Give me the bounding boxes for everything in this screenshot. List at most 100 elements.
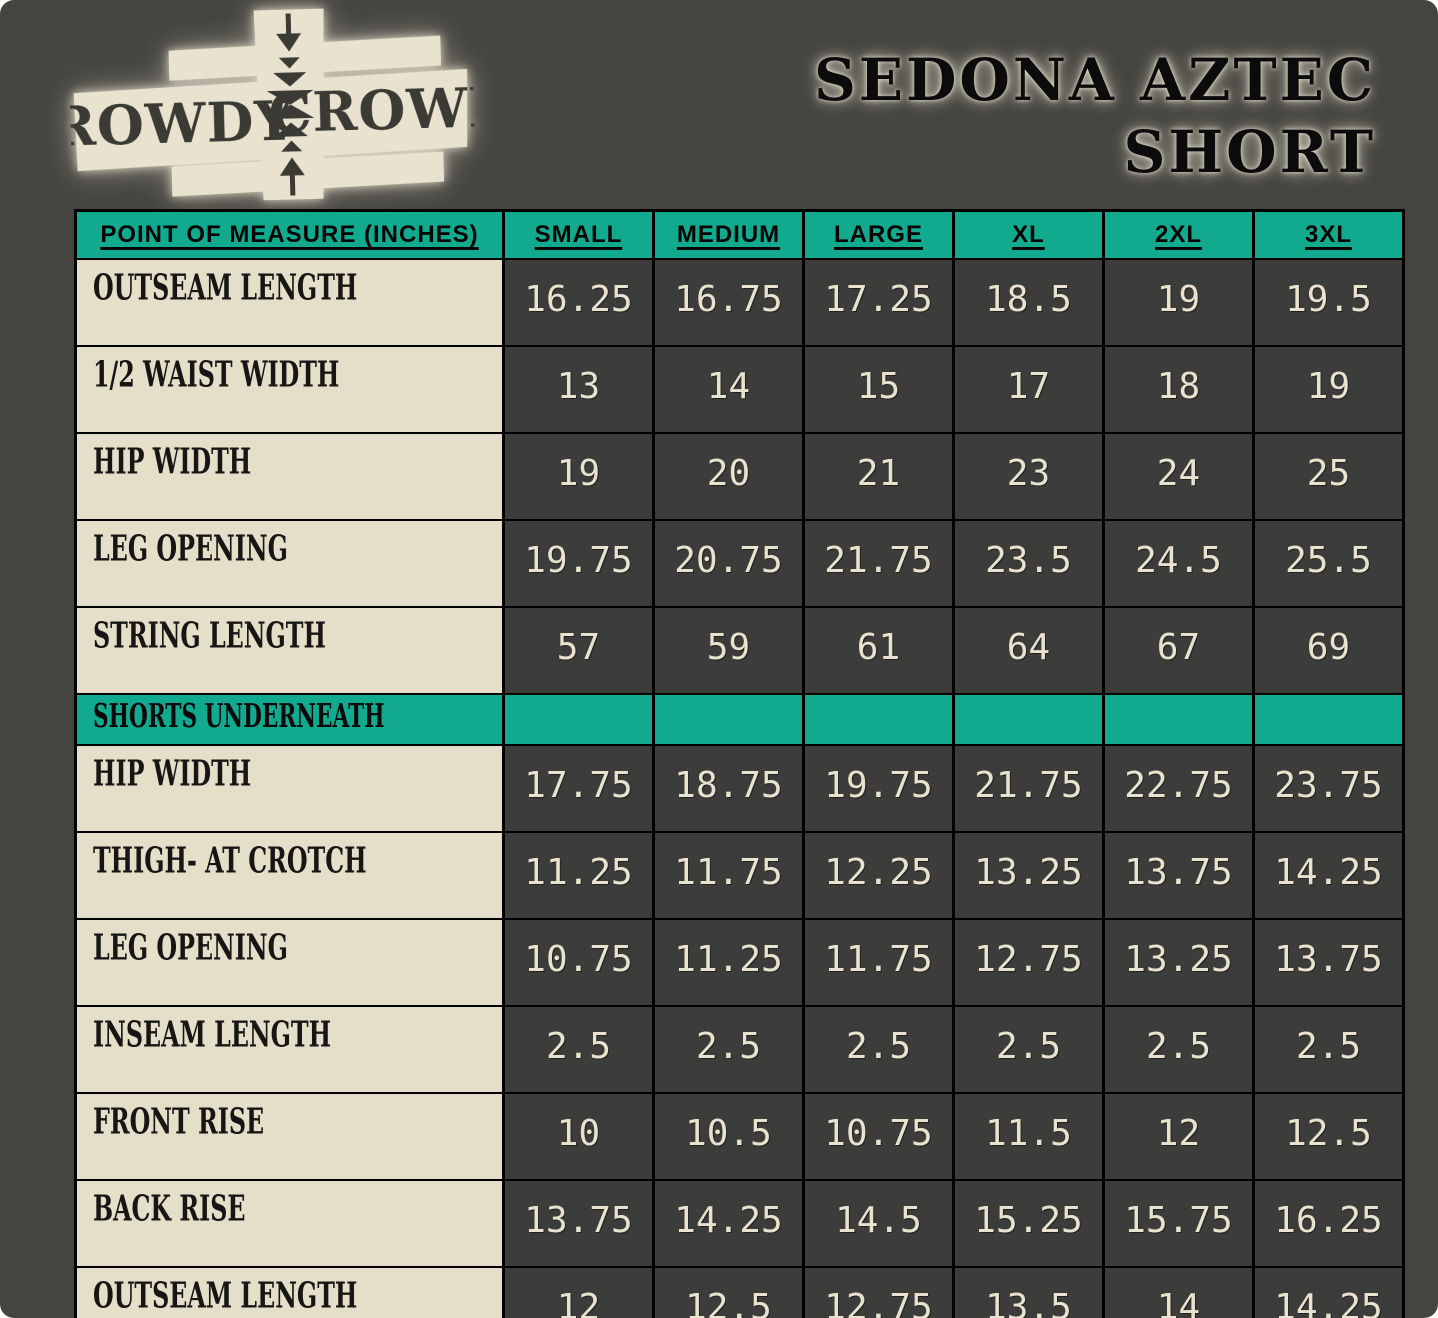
section-empty-cell (651, 693, 805, 746)
measure-label: BACK RISE (93, 1187, 246, 1230)
column-header-2xl: 2XL (1101, 209, 1255, 260)
column-header-point-of-measure: POINT OF MEASURE (INCHES) (74, 209, 505, 260)
size-value-cell: 61 (801, 606, 955, 695)
page-title-line1: SEDONA AZTEC (814, 46, 1376, 114)
size-value-cell: 12.75 (801, 1266, 955, 1318)
measure-label-cell: LEG OPENING (74, 918, 505, 1007)
size-chart-header: POINT OF MEASURE (INCHES) SMALL MEDIUM L… (74, 209, 1405, 260)
size-chart-table: POINT OF MEASURE (INCHES) SMALL MEDIUM L… (74, 209, 1405, 1318)
size-value-cell: 17.25 (801, 258, 955, 347)
measure-label: HIP WIDTH (93, 440, 252, 483)
section-empty-cell (1251, 693, 1405, 746)
section-header-row: SHORTS UNDERNEATH (74, 693, 1405, 746)
column-header-xl: XL (951, 209, 1105, 260)
section-empty-cell (951, 693, 1105, 746)
size-value-cell: 2.5 (951, 1005, 1105, 1094)
measure-label-cell: INSEAM LENGTH (74, 1005, 505, 1094)
measure-label-cell: FRONT RISE (74, 1092, 505, 1181)
measure-label-cell: SHORTS UNDERNEATH (74, 693, 505, 746)
measure-label-cell: 1/2 WAIST WIDTH (74, 345, 505, 434)
size-value-cell: 14.5 (801, 1179, 955, 1268)
measure-label: 1/2 WAIST WIDTH (93, 353, 340, 396)
size-value-cell: 19.75 (801, 744, 955, 833)
size-value-cell: 12 (1101, 1092, 1255, 1181)
logo-text-crowd: CROWD (268, 75, 477, 145)
table-row: INSEAM LENGTH 2.5 2.5 2.5 2.5 2.5 2.5 (74, 1005, 1405, 1094)
size-value-cell: 19 (1251, 345, 1405, 434)
measure-label: THIGH- AT CROTCH (93, 839, 367, 882)
column-header-3xl: 3XL (1251, 209, 1405, 260)
measure-label-cell: OUTSEAM LENGTH (74, 1266, 505, 1318)
size-value-cell: 13.25 (951, 831, 1105, 920)
size-value-cell: 21 (801, 432, 955, 521)
table-row: THIGH- AT CROTCH 11.25 11.75 12.25 13.25 13.7… (74, 831, 1405, 920)
size-value-cell: 18 (1101, 345, 1255, 434)
size-value-cell: 19 (501, 432, 655, 521)
measure-label: INSEAM LENGTH (93, 1013, 332, 1056)
measure-label-cell: OUTSEAM LENGTH (74, 258, 505, 347)
size-value-cell: 13.75 (1101, 831, 1255, 920)
measure-label: STRING LENGTH (93, 614, 326, 657)
brand-logo: ROWDY CROWD (50, 1, 517, 210)
table-row: OUTSEAM LENGTH 12 12.5 12.75 13.5 14 14.25 (74, 1266, 1405, 1318)
measure-label-cell: HIP WIDTH (74, 432, 505, 521)
size-value-cell: 14 (1101, 1266, 1255, 1318)
size-value-cell: 2.5 (501, 1005, 655, 1094)
size-value-cell: 14.25 (651, 1179, 805, 1268)
size-value-cell: 15 (801, 345, 955, 434)
size-value-cell: 67 (1101, 606, 1255, 695)
size-value-cell: 12.5 (651, 1266, 805, 1318)
size-value-cell: 25 (1251, 432, 1405, 521)
size-value-cell: 25.5 (1251, 519, 1405, 608)
table-row: 1/2 WAIST WIDTH 13 14 15 17 18 19 (74, 345, 1405, 434)
size-value-cell: 19 (1101, 258, 1255, 347)
size-value-cell: 10 (501, 1092, 655, 1181)
size-value-cell: 2.5 (801, 1005, 955, 1094)
size-value-cell: 11.25 (651, 918, 805, 1007)
size-value-cell: 11.75 (651, 831, 805, 920)
size-value-cell: 23.5 (951, 519, 1105, 608)
size-value-cell: 17.75 (501, 744, 655, 833)
section-empty-cell (501, 693, 655, 746)
size-value-cell: 13.75 (501, 1179, 655, 1268)
size-value-cell: 11.25 (501, 831, 655, 920)
size-value-cell: 12.75 (951, 918, 1105, 1007)
size-value-cell: 64 (951, 606, 1105, 695)
rowdy-crowd-logo: ROWDY CROWD (50, 8, 517, 201)
size-value-cell: 14 (651, 345, 805, 434)
table-row: BACK RISE 13.75 14.25 14.5 15.25 15.75 16.25 (74, 1179, 1405, 1268)
logo-arrow-ornament (266, 13, 315, 196)
size-value-cell: 2.5 (1101, 1005, 1255, 1094)
measure-label-cell: STRING LENGTH (74, 606, 505, 695)
table-row: OUTSEAM LENGTH 16.25 16.75 17.25 18.5 19 19.5 (74, 258, 1405, 347)
section-empty-cell (1101, 693, 1255, 746)
size-value-cell: 15.25 (951, 1179, 1105, 1268)
measure-label-cell: HIP WIDTH (74, 744, 505, 833)
column-header-small: SMALL (501, 209, 655, 260)
logo-text-rowdy: ROWDY (67, 88, 295, 158)
measure-label: LEG OPENING (93, 527, 288, 570)
size-value-cell: 13 (501, 345, 655, 434)
size-value-cell: 13.75 (1251, 918, 1405, 1007)
size-value-cell: 19.5 (1251, 258, 1405, 347)
measure-label: OUTSEAM LENGTH (93, 266, 358, 309)
page-title: SEDONA AZTEC SHORT (756, 44, 1376, 188)
size-value-cell: 69 (1251, 606, 1405, 695)
measure-label: HIP WIDTH (93, 752, 252, 795)
size-value-cell: 14.25 (1251, 1266, 1405, 1318)
table-row: LEG OPENING 19.75 20.75 21.75 23.5 24.5 25.5 (74, 519, 1405, 608)
size-value-cell: 24 (1101, 432, 1255, 521)
size-value-cell: 11.5 (951, 1092, 1105, 1181)
column-header-medium: MEDIUM (651, 209, 805, 260)
size-value-cell: 21.75 (801, 519, 955, 608)
size-value-cell: 16.25 (501, 258, 655, 347)
size-value-cell: 16.75 (651, 258, 805, 347)
size-value-cell: 20 (651, 432, 805, 521)
column-header-large: LARGE (801, 209, 955, 260)
size-value-cell: 12.5 (1251, 1092, 1405, 1181)
measure-label-cell: LEG OPENING (74, 519, 505, 608)
measure-label: LEG OPENING (93, 926, 288, 969)
size-value-cell: 17 (951, 345, 1105, 434)
size-value-cell: 24.5 (1101, 519, 1255, 608)
